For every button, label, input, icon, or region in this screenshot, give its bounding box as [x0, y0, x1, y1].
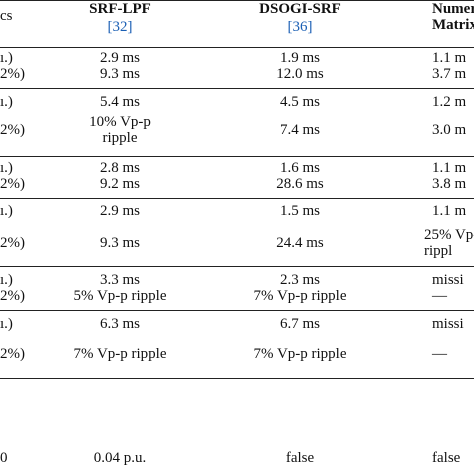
cell-value: —	[432, 288, 447, 304]
row-label: 2%)	[0, 66, 25, 82]
row-rule	[0, 156, 474, 157]
row-rule	[0, 310, 474, 311]
cell-value: false	[432, 450, 461, 466]
row-rule	[0, 88, 474, 89]
row-rule	[0, 266, 474, 267]
column-title: DSOGI-SRF	[259, 1, 341, 17]
column-subtitle: Matrix	[432, 17, 474, 33]
cell-value: 1.1 m	[432, 50, 467, 66]
top-rule	[0, 0, 474, 1]
cell-value: 2.9 ms	[99, 203, 140, 219]
row-rule	[0, 378, 474, 379]
column-title: Numer	[432, 1, 474, 17]
row-rule	[0, 198, 474, 199]
cell-value: 7% Vp-p ripple	[253, 346, 347, 362]
column-ref: [32]	[107, 19, 133, 35]
cell-value: 4.5 ms	[279, 94, 320, 110]
cell-value: 25% Vp-p rippl	[424, 227, 474, 259]
cell-value: 3.3 ms	[99, 272, 140, 288]
column-title: SRF-LPF	[89, 1, 151, 17]
cell-value: 6.3 ms	[99, 316, 140, 332]
row-label: ı.)	[0, 272, 13, 288]
cell-value: 2.9 ms	[99, 50, 140, 66]
cell-value: 1.5 ms	[279, 203, 320, 219]
cell-value: 24.4 ms	[276, 235, 324, 251]
row-label: 2%)	[0, 346, 25, 362]
cell-value: —	[432, 346, 447, 362]
row-label: ı.)	[0, 160, 13, 176]
cell-value: 0.04 p.u.	[93, 450, 147, 466]
cell-value: 2.8 ms	[99, 160, 140, 176]
row-label: 2%)	[0, 122, 25, 138]
row-rule	[0, 47, 474, 48]
cell-value: false	[285, 450, 315, 466]
cell-value: 3.0 m	[432, 122, 467, 138]
cell-value: 1.9 ms	[279, 50, 320, 66]
cell-value: 2.3 ms	[279, 272, 320, 288]
cell-value: 1.1 m	[432, 203, 467, 219]
cell-value: 7.4 ms	[279, 122, 320, 138]
cell-value: 28.6 ms	[276, 176, 324, 192]
row-label: 2%)	[0, 235, 25, 251]
row-label: ı.)	[0, 50, 13, 66]
row-label: 2%)	[0, 288, 25, 304]
cell-value: 7% Vp-p ripple	[73, 346, 167, 362]
row-label: ı.)	[0, 316, 13, 332]
cell-value: 5% Vp-p ripple	[73, 288, 167, 304]
cell-value: 1.2 m	[432, 94, 467, 110]
cell-value: 3.7 m	[432, 66, 467, 82]
row-label: ı.)	[0, 94, 13, 110]
cell-value: 9.2 ms	[99, 176, 140, 192]
cell-value: 9.3 ms	[99, 66, 140, 82]
cell-value: 5.4 ms	[99, 94, 140, 110]
cell-value: 7% Vp-p ripple	[253, 288, 347, 304]
cell-value: 3.8 m	[432, 176, 467, 192]
cell-value: 10% Vp-p ripple	[89, 114, 151, 146]
cell-value: 9.3 ms	[99, 235, 140, 251]
cell-value: 1.1 m	[432, 160, 467, 176]
cell-value: 1.6 ms	[279, 160, 320, 176]
row-label: 2%)	[0, 176, 25, 192]
cell-value: missi	[432, 272, 464, 288]
header-label: cs	[0, 8, 13, 24]
row-label: ı.)	[0, 203, 13, 219]
cell-value: 6.7 ms	[279, 316, 320, 332]
cell-value: missi	[432, 316, 464, 332]
row-label: 0	[0, 450, 8, 466]
cell-value: 12.0 ms	[276, 66, 324, 82]
column-ref: [36]	[287, 19, 313, 35]
